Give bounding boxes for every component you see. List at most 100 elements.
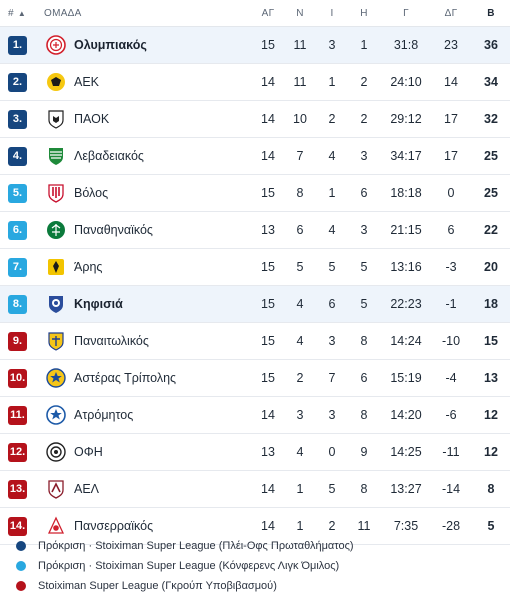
levadiakos-logo[interactable] [44,138,68,174]
header-points[interactable]: Β [487,7,495,19]
table-row[interactable]: 2. ΑΕΚ 14 11 1 2 24:10 14 34 [0,64,510,101]
team-name[interactable]: ΑΕΛ [74,482,100,496]
team-name-cell[interactable]: Ολυμπιακός [74,27,244,63]
wins-cell: 7 [296,149,304,163]
paok-logo[interactable] [44,101,68,137]
header-goals[interactable]: Γ [403,7,409,19]
team-name[interactable]: Πανσερραϊκός [74,519,154,533]
position-cell: 11. [8,397,30,433]
team-name[interactable]: ΟΦΗ [74,445,103,459]
goal-diff-cell: 17 [444,112,458,126]
team-name-cell[interactable]: ΠΑΟΚ [74,101,244,137]
goals-cell: 24:10 [390,75,422,89]
team-name[interactable]: Παναθηναϊκός [74,223,153,237]
losses-cell: 9 [360,445,368,459]
table-row[interactable]: 9. Παναιτωλικός 15 4 3 8 14:24 -10 15 [0,323,510,360]
team-name-cell[interactable]: Άρης [74,249,244,285]
table-row[interactable]: 1. Ολυμπιακός 15 11 3 1 31:8 23 36 [0,27,510,64]
asteras-logo[interactable] [44,360,68,396]
team-name[interactable]: Ατρόμητος [74,408,134,422]
position-badge: 5. [8,183,27,203]
team-name[interactable]: ΠΑΟΚ [74,112,110,126]
draws-cell: 5 [328,482,336,496]
team-name-cell[interactable]: ΑΕΚ [74,64,244,100]
team-name[interactable]: Λεβαδειακός [74,149,144,163]
played-cell: 14 [261,75,275,89]
points-cell: 13 [484,371,498,385]
team-name-cell[interactable]: Βόλος [74,175,244,211]
goal-diff-cell: 23 [444,38,458,52]
kifisia-logo[interactable] [44,286,68,322]
position-badge: 8. [8,294,27,314]
team-name-cell[interactable]: ΑΕΛ [74,471,244,507]
losses-cell: 8 [360,482,368,496]
table-row[interactable]: 8. Κηφισιά 15 4 6 5 22:23 -1 18 [0,286,510,323]
sort-up-icon[interactable]: ▲ [17,8,27,18]
team-name-cell[interactable]: Παναιτωλικός [74,323,244,359]
header-wins[interactable]: Ν [296,7,304,19]
draws-cell: 3 [328,334,336,348]
position-cell: 1. [8,27,30,63]
goals-cell: 14:25 [390,445,422,459]
legend-dot-icon [16,561,26,571]
team-name-cell[interactable]: Πανσερραϊκός [74,508,244,544]
atromitos-logo[interactable] [44,397,68,433]
team-name-cell[interactable]: Αστέρας Τρίπολης [74,360,244,396]
losses-cell: 8 [360,334,368,348]
volos-logo[interactable] [44,175,68,211]
table-row[interactable]: 6. Παναθηναϊκός 13 6 4 3 21:15 6 22 [0,212,510,249]
position-badge: 4. [8,146,27,166]
losses-cell: 2 [360,75,368,89]
wins-cell: 5 [296,260,304,274]
team-name[interactable]: Ολυμπιακός [74,38,147,52]
legend-item: Πρόκριση · Stoiximan Super League (Πλέι-… [0,536,510,556]
team-name-cell[interactable]: Ατρόμητος [74,397,244,433]
team-name-cell[interactable]: Κηφισιά [74,286,244,322]
header-position[interactable]: # ▲ [8,7,27,19]
points-cell: 15 [484,334,498,348]
position-badge: 11. [8,405,27,425]
aek-logo[interactable] [44,64,68,100]
goal-diff-cell: -28 [441,519,461,533]
goals-cell: 7:35 [393,519,419,533]
legend-label: Πρόκριση · Stoiximan Super League (Πλέι-… [38,540,354,552]
header-played[interactable]: ΑΓ [261,7,275,19]
panaitolikos-logo[interactable] [44,323,68,359]
draws-cell: 4 [328,149,336,163]
header-goal-diff[interactable]: ΔΓ [444,7,458,19]
table-row[interactable]: 4. Λεβαδειακός 14 7 4 3 34:17 17 25 [0,138,510,175]
table-row[interactable]: 7. Άρης 15 5 5 5 13:16 -3 20 [0,249,510,286]
team-name[interactable]: Άρης [74,260,103,274]
table-row[interactable]: 12. ΟΦΗ 13 4 0 9 14:25 -11 12 [0,434,510,471]
table-row[interactable]: 5. Βόλος 15 8 1 6 18:18 0 25 [0,175,510,212]
losses-cell: 5 [360,260,368,274]
ael-logo[interactable] [44,471,68,507]
table-row[interactable]: 14. Πανσερραϊκός 14 1 2 11 7:35 -28 5 [0,508,510,545]
table-row[interactable]: 3. ΠΑΟΚ 14 10 2 2 29:12 17 32 [0,101,510,138]
team-name[interactable]: Αστέρας Τρίπολης [74,371,177,385]
team-name-cell[interactable]: ΟΦΗ [74,434,244,470]
table-row[interactable]: 13. ΑΕΛ 14 1 5 8 13:27 -14 8 [0,471,510,508]
header-draws[interactable]: Ι [330,7,334,19]
aris-logo[interactable] [44,249,68,285]
goal-diff-cell: -10 [441,334,461,348]
played-cell: 14 [261,519,275,533]
table-row[interactable]: 11. Ατρόμητος 14 3 3 8 14:20 -6 12 [0,397,510,434]
team-name[interactable]: Βόλος [74,186,109,200]
table-row[interactable]: 10. Αστέρας Τρίπολης 15 2 7 6 15:19 -4 13 [0,360,510,397]
team-name[interactable]: Κηφισιά [74,297,123,311]
panserraikos-logo[interactable] [44,508,68,544]
panathinaikos-logo[interactable] [44,212,68,248]
position-cell: 7. [8,249,30,285]
goal-diff-cell: -6 [445,408,457,422]
header-team[interactable]: ΟΜΑΔΑ [44,7,82,19]
team-name[interactable]: ΑΕΚ [74,75,100,89]
olympiakos-logo[interactable] [44,27,68,63]
team-name-cell[interactable]: Παναθηναϊκός [74,212,244,248]
team-name[interactable]: Παναιτωλικός [74,334,149,348]
legend-dot-icon [16,581,26,591]
header-losses[interactable]: Η [360,7,368,19]
goal-diff-cell: -3 [445,260,457,274]
ofi-logo[interactable] [44,434,68,470]
team-name-cell[interactable]: Λεβαδειακός [74,138,244,174]
